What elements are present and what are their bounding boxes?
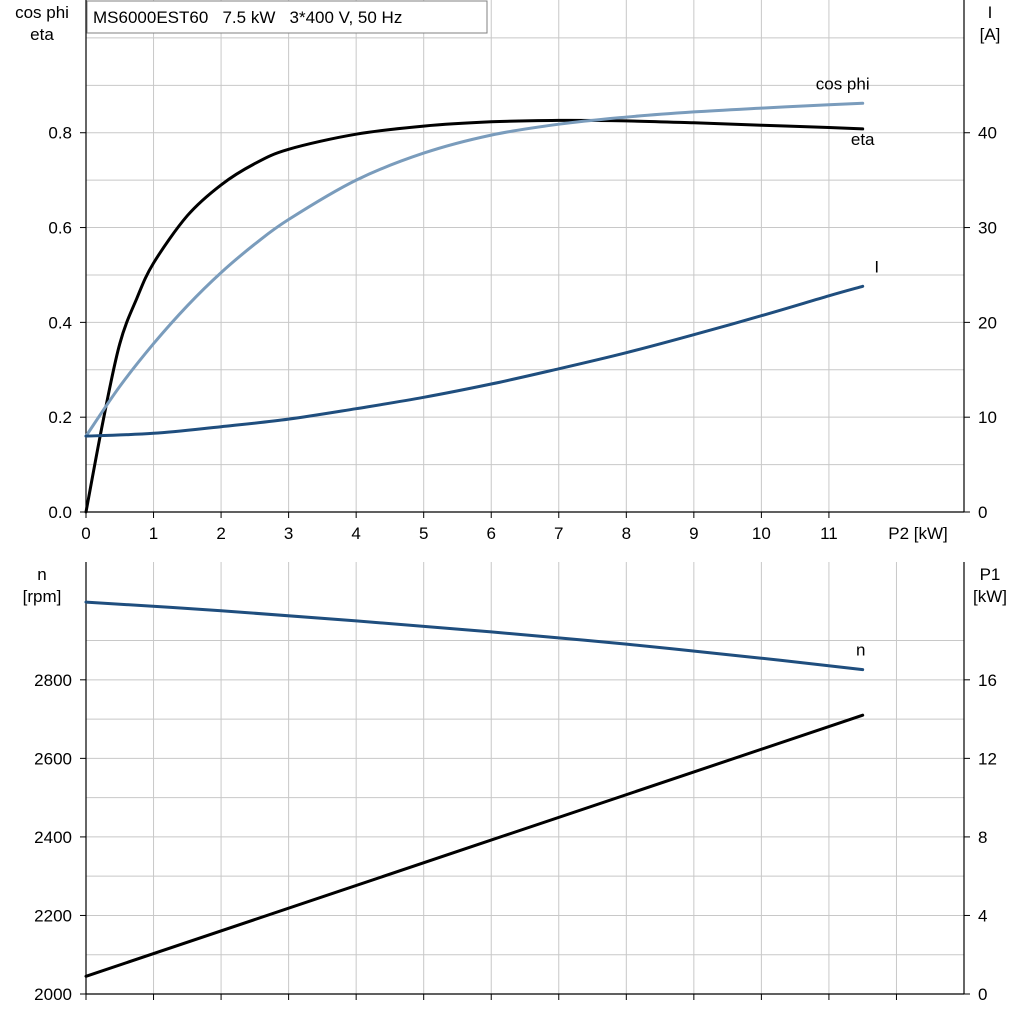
bottom-right-tick-label: 0 — [978, 985, 987, 1004]
chart-title: MS6000EST60 7.5 kW 3*400 V, 50 Hz — [93, 8, 402, 27]
top-left-tick-label: 0.8 — [48, 124, 72, 143]
top-right-tick-label: 0 — [978, 503, 987, 522]
top-left-tick-label: 0.0 — [48, 503, 72, 522]
bottom-left-tick-label: 2200 — [34, 906, 72, 925]
top-right-axis-label: I — [988, 3, 993, 22]
top-x-tick-label: 5 — [419, 524, 428, 543]
top-cos-phi-series-label: cos phi — [816, 74, 870, 93]
bottom-left-axis-label: n — [37, 565, 46, 584]
title-box-border — [86, 0, 488, 34]
bottom-left-tick-label: 2000 — [34, 985, 72, 1004]
top-right-tick-label: 40 — [978, 124, 997, 143]
top-left-tick-label: 0.4 — [48, 313, 72, 332]
top-x-tick-label: 10 — [752, 524, 771, 543]
bottom-left-axis-label: [rpm] — [23, 587, 62, 606]
top-left-axis-label: eta — [30, 25, 54, 44]
top-x-axis-label: P2 [kW] — [888, 524, 948, 543]
bottom-chart — [80, 562, 970, 1000]
bottom-right-tick-label: 12 — [978, 749, 997, 768]
top-I-series-line — [84, 284, 865, 438]
top-chart — [80, 0, 970, 518]
title-box: MS6000EST60 7.5 kW 3*400 V, 50 Hz — [86, 0, 488, 34]
top-x-tick-label: 8 — [622, 524, 631, 543]
top-x-tick-label: 9 — [689, 524, 698, 543]
bottom-n-series-label: n — [856, 641, 865, 660]
top-right-tick-label: 10 — [978, 408, 997, 427]
top-left-tick-label: 0.2 — [48, 408, 72, 427]
bottom-right-axis-label: P1 — [980, 565, 1001, 584]
top-x-tick-label: 11 — [820, 524, 838, 543]
top-I-series-label: I — [874, 257, 879, 276]
bottom-left-tick-label: 2600 — [34, 749, 72, 768]
top-right-tick-label: 20 — [978, 313, 997, 332]
top-x-tick-label: 4 — [351, 524, 360, 543]
bottom-n-series-line — [84, 600, 865, 672]
top-x-tick-label: 7 — [554, 524, 563, 543]
top-eta-series-label: eta — [851, 130, 875, 149]
bottom-left-tick-label: 2400 — [34, 828, 72, 847]
top-x-tick-label: 2 — [216, 524, 225, 543]
bottom-p1-series-line — [84, 713, 865, 978]
top-cos-phi-series-line — [84, 101, 865, 438]
bottom-right-tick-label: 8 — [978, 828, 987, 847]
top-x-tick-label: 1 — [149, 524, 158, 543]
top-right-axis-label: [A] — [980, 25, 1001, 44]
top-left-tick-label: 0.6 — [48, 219, 72, 238]
bottom-right-tick-label: 4 — [978, 906, 987, 925]
top-x-tick-label: 6 — [486, 524, 495, 543]
top-x-tick-label: 0 — [81, 524, 90, 543]
top-eta-series-line — [84, 118, 865, 514]
bottom-left-tick-label: 2800 — [34, 671, 72, 690]
bottom-right-axis-label: [kW] — [973, 587, 1007, 606]
top-x-tick-label: 3 — [284, 524, 293, 543]
bottom-right-tick-label: 16 — [978, 671, 997, 690]
top-right-tick-label: 30 — [978, 219, 997, 238]
top-left-axis-label: cos phi — [15, 3, 69, 22]
